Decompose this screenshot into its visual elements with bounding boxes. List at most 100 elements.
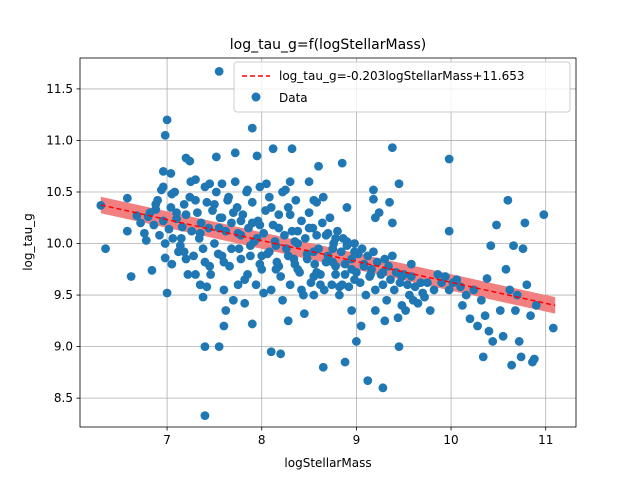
data-point — [141, 236, 151, 245]
data-point — [252, 151, 262, 161]
data-point — [387, 251, 397, 261]
data-point — [168, 233, 178, 243]
data-point — [518, 244, 528, 254]
data-point — [403, 280, 412, 290]
data-point — [132, 211, 142, 221]
data-point — [492, 220, 501, 230]
data-point — [422, 278, 432, 288]
data-point — [420, 292, 429, 302]
data-point — [290, 237, 300, 246]
data-point — [228, 208, 238, 218]
x-axis-label: logStellarMass — [284, 456, 371, 470]
data-point — [509, 241, 518, 250]
data-point — [486, 241, 496, 250]
x-ticks: 7 8 9 10 11 — [163, 427, 553, 447]
data-point — [297, 285, 306, 295]
data-point — [247, 123, 257, 133]
data-point — [149, 220, 159, 230]
data-point — [278, 295, 287, 305]
data-point — [166, 169, 176, 178]
data-point — [394, 342, 404, 352]
data-point — [186, 177, 196, 187]
data-point — [336, 247, 346, 257]
data-point — [333, 226, 342, 236]
data-point — [334, 282, 344, 292]
legend-data-marker — [251, 92, 261, 102]
data-point — [158, 182, 168, 192]
fit-line — [100, 204, 556, 307]
data-point — [382, 295, 392, 305]
data-point — [285, 280, 295, 290]
data-point — [520, 218, 530, 228]
data-point — [255, 220, 265, 230]
data-point — [501, 264, 511, 274]
x-tick-label: 7 — [163, 433, 171, 447]
data-point — [473, 321, 482, 331]
data-point — [316, 280, 325, 290]
data-point — [274, 210, 284, 220]
data-point — [312, 267, 322, 277]
data-point — [162, 115, 172, 125]
data-point — [340, 270, 350, 279]
data-point — [255, 259, 265, 269]
data-point — [526, 311, 535, 321]
data-point — [245, 251, 255, 261]
data-point — [243, 270, 252, 279]
data-point — [211, 187, 221, 197]
data-point — [247, 319, 257, 329]
data-point — [344, 282, 354, 292]
data-point — [480, 311, 490, 321]
data-point — [429, 285, 439, 295]
data-point — [166, 203, 176, 212]
data-point — [191, 195, 200, 205]
data-point — [189, 251, 198, 261]
data-point — [331, 233, 340, 243]
data-point — [327, 280, 337, 290]
data-point — [224, 192, 234, 202]
data-point — [214, 66, 224, 76]
data-point — [160, 239, 170, 248]
y-tick-label: 11.5 — [46, 82, 73, 96]
data-point — [221, 306, 231, 315]
data-point — [276, 272, 286, 281]
data-point — [196, 218, 206, 228]
data-point — [350, 247, 359, 257]
data-point — [401, 306, 411, 315]
data-point — [151, 199, 161, 209]
data-point — [285, 210, 295, 220]
data-point — [179, 247, 189, 257]
data-point — [433, 270, 443, 279]
data-point — [309, 290, 319, 300]
data-point — [397, 272, 407, 281]
y-tick-label: 8.5 — [54, 391, 73, 405]
data-point — [227, 218, 236, 228]
data-point — [259, 288, 269, 298]
data-point — [136, 218, 145, 228]
data-point — [230, 177, 240, 187]
data-point — [452, 275, 462, 285]
data-point — [380, 316, 390, 326]
data-point — [386, 275, 395, 285]
data-point — [444, 285, 454, 295]
data-point — [255, 182, 265, 192]
data-point — [160, 253, 170, 263]
legend-box — [233, 61, 571, 113]
data-point — [378, 383, 388, 393]
data-point — [195, 228, 205, 238]
data-point — [359, 261, 369, 271]
data-point — [204, 223, 214, 233]
data-point — [522, 280, 532, 290]
data-point — [179, 199, 189, 209]
data-point — [280, 230, 289, 240]
data-point — [297, 216, 306, 226]
data-point — [291, 195, 301, 205]
data-point — [205, 179, 215, 189]
data-point — [236, 254, 246, 264]
data-point — [370, 306, 380, 315]
data-point — [287, 144, 297, 154]
data-point — [264, 192, 274, 202]
data-point — [160, 130, 170, 140]
data-point — [172, 208, 181, 218]
data-point — [325, 213, 335, 223]
data-point — [266, 285, 276, 295]
